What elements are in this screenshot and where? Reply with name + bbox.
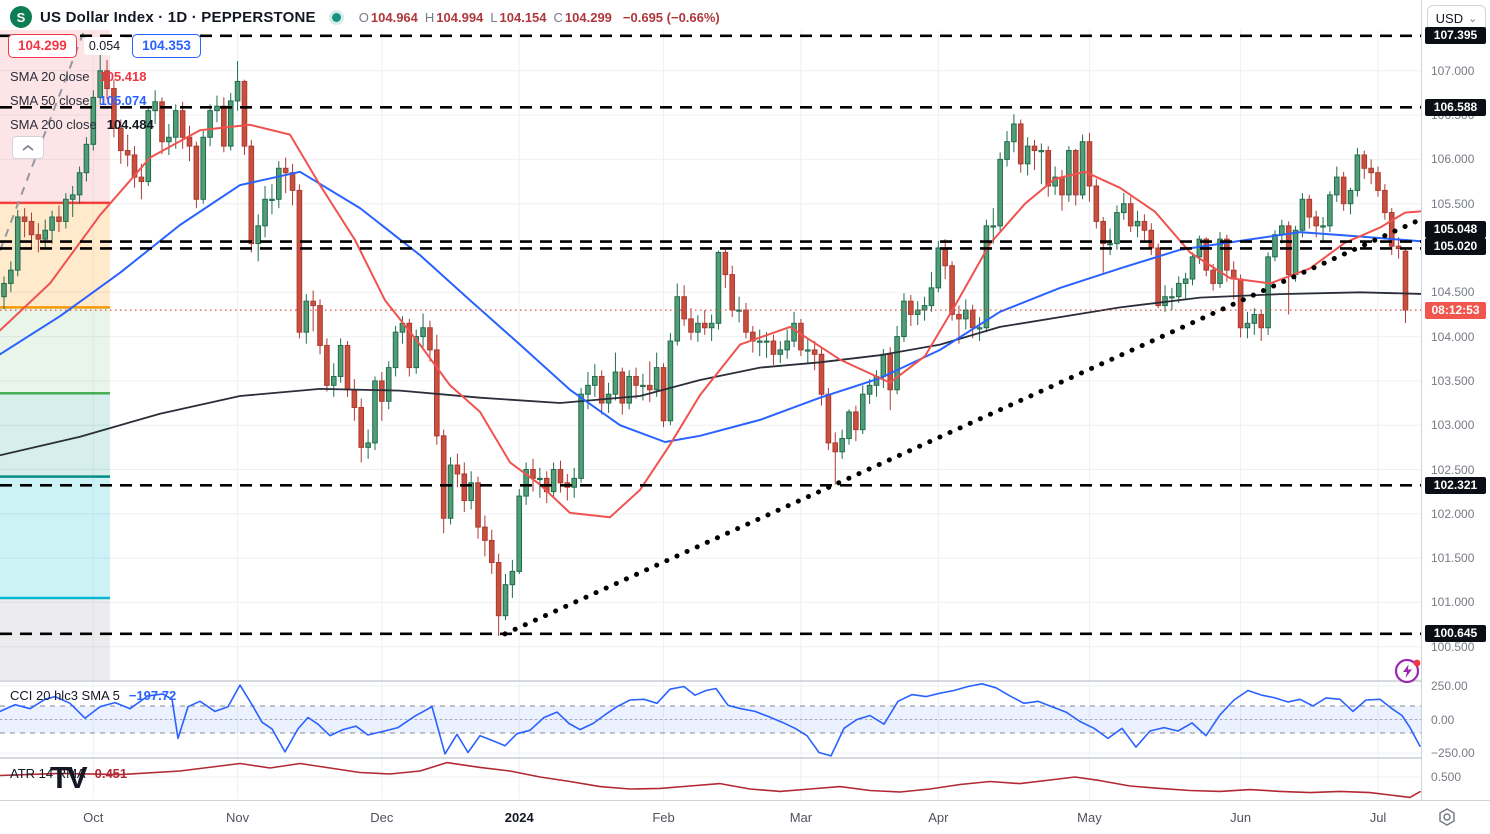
open-value: 104.964 xyxy=(370,9,418,25)
sell-button[interactable]: 104.299 xyxy=(8,34,77,58)
atr-value: 0.451 xyxy=(94,766,128,781)
legend-row[interactable]: SMA 20 close 105.418 xyxy=(10,64,154,88)
time-scale[interactable]: Oct Nov Dec 2024 Feb Mar Apr May Jun Jul xyxy=(0,800,1490,834)
atr-tick: 0.500 xyxy=(1431,770,1462,784)
cci-tick: 0.00 xyxy=(1431,712,1455,727)
tradingview-logo[interactable]: TV xyxy=(50,760,88,795)
month-label: Jul xyxy=(1369,810,1387,825)
price-tick: 107.000 xyxy=(1431,63,1475,78)
month-label: Dec xyxy=(370,810,394,825)
month-label: Jun xyxy=(1230,810,1252,825)
sma20-line xyxy=(0,123,1421,519)
price-tick: 102.000 xyxy=(1431,506,1475,521)
month-label: Feb xyxy=(652,810,675,825)
close-label: C xyxy=(553,9,563,25)
market-status-icon xyxy=(331,12,341,22)
legend-row-label: SMA 20 close xyxy=(10,68,90,84)
trendline[interactable] xyxy=(502,216,1428,637)
price-level-badge: 107.395 xyxy=(1425,27,1486,45)
buy-button[interactable]: 104.353 xyxy=(132,34,201,58)
price-level-badge: 102.321 xyxy=(1425,476,1486,494)
cci-tick: 250.00 xyxy=(1431,678,1468,693)
low-label: L xyxy=(490,9,498,25)
price-zone[interactable] xyxy=(0,597,110,680)
price-zone[interactable] xyxy=(0,476,110,598)
price-tick: 106.000 xyxy=(1431,152,1475,167)
price-tick: 103.500 xyxy=(1431,373,1475,388)
month-label: Mar xyxy=(789,810,813,825)
price-tick: 101.500 xyxy=(1431,551,1475,566)
price-zone[interactable] xyxy=(0,307,110,394)
close-value: 104.299 xyxy=(564,9,612,25)
legend-row-label: SMA 200 close xyxy=(10,116,97,132)
month-label: May xyxy=(1077,810,1102,825)
price-zone[interactable] xyxy=(0,393,110,477)
high-label: H xyxy=(424,9,435,25)
price-tick: 104.500 xyxy=(1431,285,1475,300)
chevron-down-icon: ⌄ xyxy=(1468,13,1478,25)
chart-header: S US Dollar Index · 1D · PEPPERSTONE O 1… xyxy=(10,6,720,28)
sma200-line xyxy=(0,291,1421,457)
sma50-line xyxy=(0,170,1421,443)
cci-label: CCI 20 hlc3 SMA 5 xyxy=(10,688,120,703)
cci-legend[interactable]: CCI 20 hlc3 SMA 5 −197.72 xyxy=(10,688,176,703)
cci-line xyxy=(0,683,1421,757)
legend-row-value: 104.484 xyxy=(106,116,154,132)
price-tick: 103.000 xyxy=(1431,418,1475,433)
symbol-title[interactable]: US Dollar Index · 1D · PEPPERSTONE xyxy=(40,8,316,26)
price-tick: 100.500 xyxy=(1431,639,1475,654)
legend-row[interactable]: SMA 200 close 104.484 xyxy=(10,112,154,136)
countdown-badge: 08:12:53 xyxy=(1425,301,1486,319)
legend-row-label: SMA 50 close xyxy=(10,92,90,108)
cci-tick: −250.00 xyxy=(1431,746,1475,761)
symbol-logo-icon[interactable]: S xyxy=(10,6,32,28)
price-tick: 105.500 xyxy=(1431,196,1475,211)
settings-icon[interactable] xyxy=(1436,806,1458,828)
legend-row-value: 105.074 xyxy=(99,92,147,108)
month-label: Nov xyxy=(226,810,250,825)
spread-value: 0.054 xyxy=(83,37,126,55)
price-tick: 102.500 xyxy=(1431,462,1475,477)
chevron-up-icon xyxy=(22,144,34,151)
legend-row-value: 105.418 xyxy=(99,68,147,84)
month-label: 2024 xyxy=(504,810,534,825)
month-label: Oct xyxy=(83,810,104,825)
lightning-icon[interactable] xyxy=(1393,656,1423,686)
legend-collapse-button[interactable] xyxy=(12,136,44,159)
trade-widget: 104.299 0.054 104.353 xyxy=(8,34,201,58)
price-level-badge: 100.645 xyxy=(1425,625,1486,643)
price-scale[interactable]: USD ⌄ 107.000106.500106.000105.500105.00… xyxy=(1421,0,1490,834)
price-tick: 104.000 xyxy=(1431,329,1475,344)
month-label: Apr xyxy=(928,810,949,825)
currency-label: USD xyxy=(1435,11,1464,26)
atr-line xyxy=(0,761,1421,799)
price-level-badge: 105.020 xyxy=(1425,237,1486,255)
change-value: −0.695 (−0.66%) xyxy=(622,9,720,25)
price-tick: 101.000 xyxy=(1431,595,1475,610)
high-value: 104.994 xyxy=(436,9,484,25)
open-label: O xyxy=(358,9,369,25)
price-level-badge: 106.588 xyxy=(1425,98,1486,116)
price-level-badge: 105.048 xyxy=(1425,220,1486,238)
legend-row[interactable]: SMA 50 close 105.074 xyxy=(10,88,154,112)
atr-legend[interactable]: ATR 14 RMA 0.451 xyxy=(10,766,127,781)
indicator-legend: SMA 20 close 105.418 SMA 50 close 105.074 SM… xyxy=(10,64,154,136)
atr-label: ATR 14 RMA xyxy=(10,766,86,781)
low-value: 104.154 xyxy=(499,9,547,25)
cci-value: −197.72 xyxy=(128,688,177,703)
ohlc-readout: O 104.964 H 104.994 L 104.154 C 104.299 … xyxy=(359,10,720,25)
